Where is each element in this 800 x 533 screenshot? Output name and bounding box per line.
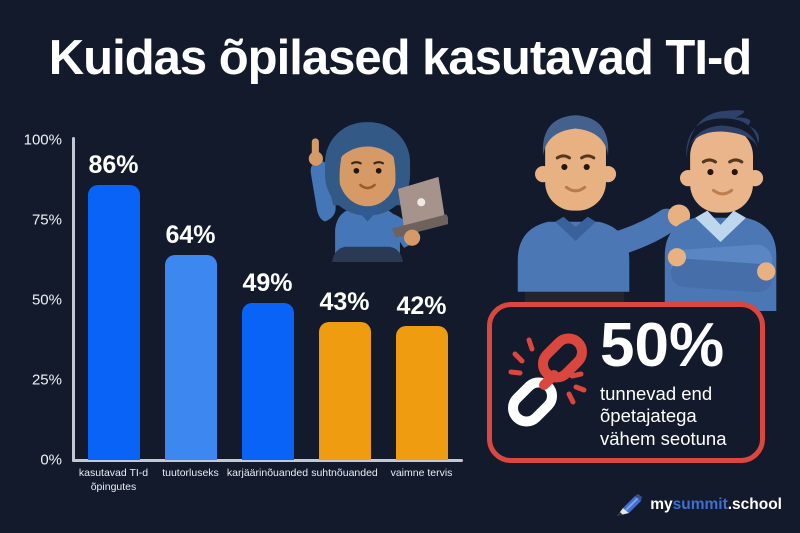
brand-logo: mysummit.school (614, 492, 782, 518)
y-tick-label: 25% (31, 371, 62, 389)
two-men-talking-illustration (517, 110, 777, 311)
bar-column: 43% suhtnõuanded (306, 140, 383, 479)
logo-part-my: my (650, 496, 673, 513)
stat-value: 50% (600, 310, 725, 380)
bar-category-label: vaimne tervis (390, 467, 453, 479)
y-tick-label: 75% (31, 211, 62, 229)
y-tick-label: 100% (23, 131, 62, 149)
broken-chain-icon (507, 332, 588, 427)
stat-description-line: vähem seotuna (600, 427, 727, 449)
y-tick-label: 0% (40, 451, 62, 469)
x-axis-line (72, 459, 463, 462)
bar-column: 64% tuutorluseks (152, 140, 229, 479)
brand-logo-text: mysummit.school (650, 496, 782, 514)
page-title: Kuidas õpilased kasutavad TI-d (48, 31, 752, 85)
bar-value-label: 49% (242, 269, 293, 298)
bar-value-label: 64% (165, 221, 216, 250)
bar-category-label: suhtnõuanded (311, 467, 378, 479)
y-axis-line (72, 137, 75, 462)
bar-category-label: kasutavad TI-d õpingutes (78, 467, 149, 493)
bar (318, 322, 371, 460)
bar (241, 303, 294, 460)
bar (395, 325, 448, 460)
bar-column: 42% vaimne tervis (383, 140, 460, 479)
woman-with-laptop-illustration (308, 122, 448, 262)
bar (164, 255, 217, 460)
bar-column: 86% kasutavad TI-d õpingutes (75, 140, 152, 493)
bar-value-label: 86% (88, 150, 139, 179)
bar-column: 49% karjäärinõuanded (227, 140, 308, 479)
bar-value-label: 43% (319, 288, 370, 317)
pencil-icon (617, 494, 643, 516)
stat-description-line: tunnevad end (600, 382, 713, 404)
stat-description-line: õpetajatega (600, 405, 697, 427)
bar (87, 184, 140, 460)
logo-part-summit: summit (672, 496, 728, 513)
bar-category-label: tuutorluseks (162, 467, 219, 479)
stat-box: 50% tunnevad end õpetajatega vähem seotu… (487, 302, 765, 463)
y-tick-label: 50% (31, 291, 62, 309)
bar-value-label: 42% (396, 291, 447, 320)
logo-part-school: .school (727, 496, 782, 513)
bar-group: 86% kasutavad TI-d õpingutes 64% tuutorluse… (75, 140, 460, 493)
bar-category-label: karjäärinõuanded (226, 467, 309, 479)
y-axis: 100% 75% 50% 25% 0% (0, 132, 62, 469)
